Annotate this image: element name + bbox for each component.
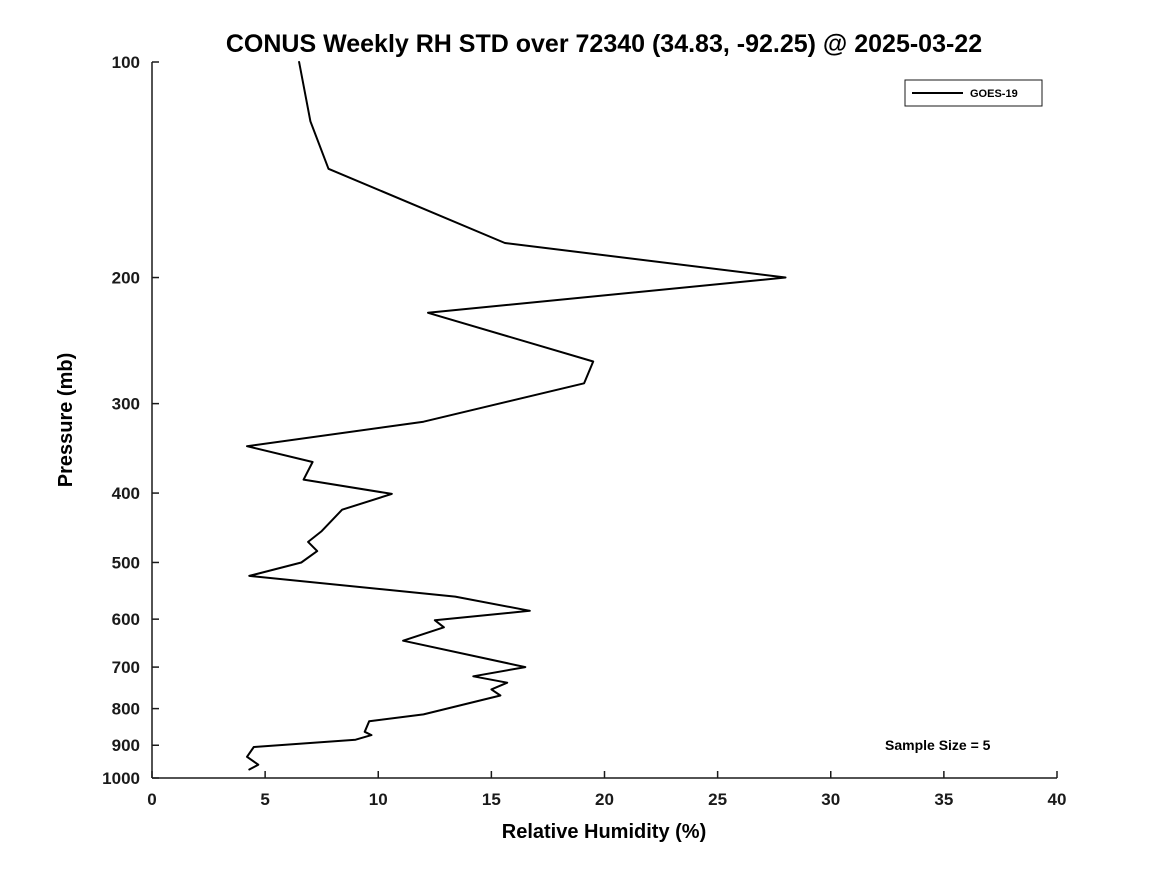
legend: GOES-19 xyxy=(904,79,1043,107)
x-tick-label: 20 xyxy=(595,790,614,809)
x-tick-label: 15 xyxy=(482,790,501,809)
y-tick-label: 1000 xyxy=(102,769,140,788)
y-tick-label: 900 xyxy=(112,736,140,755)
y-tick-label: 200 xyxy=(112,269,140,288)
x-axis-ticks: 0 5 10 15 20 25 30 35 40 xyxy=(147,771,1066,809)
y-tick-label: 100 xyxy=(112,53,140,72)
x-tick-label: 40 xyxy=(1048,790,1067,809)
y-tick-label: 300 xyxy=(112,395,140,414)
goes-19-series-line xyxy=(246,61,787,771)
y-tick-label: 600 xyxy=(112,610,140,629)
x-tick-label: 35 xyxy=(934,790,953,809)
y-tick-label: 800 xyxy=(112,700,140,719)
x-tick-label: 5 xyxy=(260,790,269,809)
y-axis-label: Pressure (mb) xyxy=(55,353,77,488)
x-tick-label: 30 xyxy=(821,790,840,809)
x-tick-label: 0 xyxy=(147,790,156,809)
x-axis-label: Relative Humidity (%) xyxy=(502,821,706,843)
y-tick-label: 500 xyxy=(112,553,140,572)
sample-size-annotation: Sample Size = 5 xyxy=(885,737,991,753)
y-axis-ticks: 100 200 300 400 500 600 700 800 900 1000 xyxy=(102,53,159,788)
y-tick-label: 400 xyxy=(112,484,140,503)
y-tick-label: 700 xyxy=(112,658,140,677)
chart-title: CONUS Weekly RH STD over 72340 (34.83, -… xyxy=(226,30,982,58)
legend-label-goes-19: GOES-19 xyxy=(970,88,1018,100)
x-tick-label: 10 xyxy=(369,790,388,809)
axes xyxy=(151,62,1057,779)
x-tick-label: 25 xyxy=(708,790,727,809)
